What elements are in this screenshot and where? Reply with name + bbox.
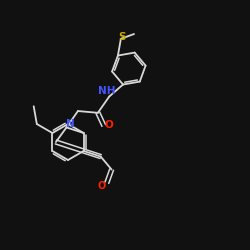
Text: N: N — [66, 120, 75, 130]
Text: O: O — [104, 120, 113, 130]
Text: S: S — [118, 32, 126, 42]
Text: NH: NH — [98, 86, 115, 97]
Text: O: O — [98, 181, 106, 191]
